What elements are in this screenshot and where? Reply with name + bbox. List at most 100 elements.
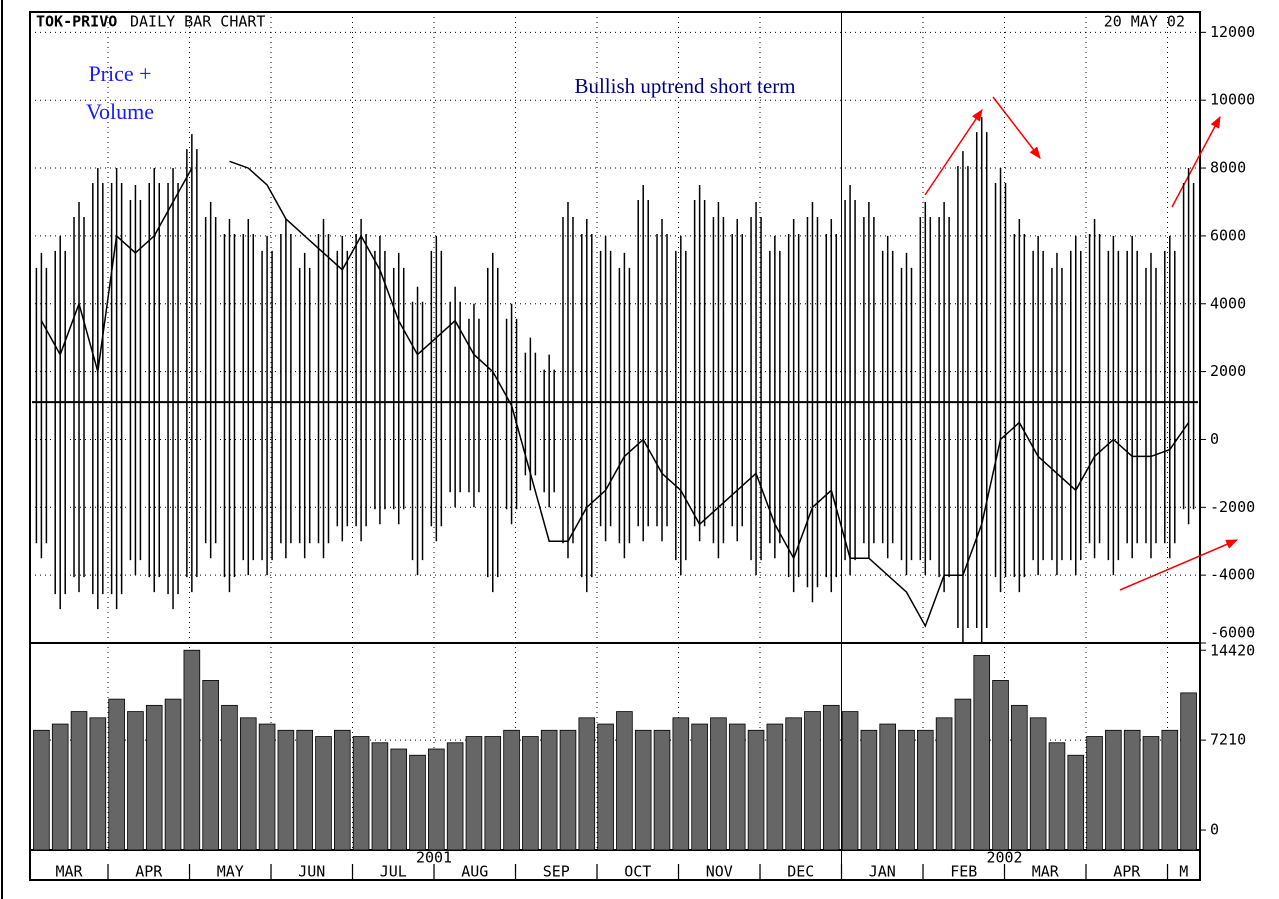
volume-bar <box>33 729 50 851</box>
chart-title: DAILY BAR CHART <box>130 13 265 31</box>
y-tick-label: 4000 <box>1210 294 1246 312</box>
volume-bar <box>145 704 163 851</box>
month-separator: | <box>185 862 194 880</box>
volume-bar <box>390 748 408 851</box>
y-tick-label: -2000 <box>1210 498 1255 516</box>
y-tick-label: 7210 <box>1210 731 1246 749</box>
month-separator: | <box>1081 862 1090 880</box>
month-separator: | <box>918 862 927 880</box>
month-label: OCT <box>624 863 651 881</box>
month-label: JAN <box>869 863 896 881</box>
volume-bar <box>164 698 182 851</box>
volume-bar <box>540 729 558 851</box>
volume-bar <box>221 704 238 851</box>
volume-bar <box>127 711 144 851</box>
volume-bar <box>108 698 125 851</box>
volume-bar <box>409 754 426 851</box>
frame <box>29 11 1201 881</box>
volume-bar <box>766 723 784 851</box>
volume-bar <box>371 742 389 851</box>
volume-bar <box>841 711 859 851</box>
volume-bar <box>296 729 313 851</box>
month-label: JUN <box>298 863 325 881</box>
volume-bar <box>578 717 596 851</box>
arrow <box>992 96 1041 159</box>
month-label: MAR <box>1032 863 1060 881</box>
title-symbol: TOK-PRIVO <box>36 13 117 31</box>
month-separator: | <box>266 862 275 880</box>
volume-bar <box>1123 729 1141 851</box>
month-label: MAR <box>55 863 83 881</box>
volume-bar <box>202 680 219 851</box>
volume-bar <box>51 723 69 851</box>
month-separator: | <box>1163 862 1172 880</box>
volume-bar <box>691 723 708 851</box>
volume-bar <box>973 655 991 851</box>
arrow <box>1171 115 1221 208</box>
month-label: M <box>1179 863 1188 881</box>
month-separator: | <box>674 862 683 880</box>
arrow <box>924 109 983 196</box>
month-label: AUG <box>461 863 488 881</box>
volume-bar <box>334 729 351 851</box>
volume-bar <box>954 698 972 851</box>
volume-bar <box>804 711 821 851</box>
volume-bar <box>672 717 690 851</box>
y-tick-label: 6000 <box>1210 226 1246 244</box>
volume-bar <box>1029 717 1047 851</box>
year-label: 2002 <box>986 849 1022 867</box>
volume-bar <box>860 729 878 851</box>
volume-bar <box>616 711 633 851</box>
volume-bar <box>1067 754 1085 851</box>
chart-date: 20 MAY 02 <box>1104 13 1185 31</box>
volume-bar <box>1011 704 1028 851</box>
month-label: DEC <box>787 863 814 881</box>
month-label: SEP <box>543 863 570 881</box>
y-tick-label: 14420 <box>1210 642 1255 660</box>
month-separator: | <box>103 862 112 880</box>
volume-bar <box>1086 736 1103 851</box>
y-tick-label: -6000 <box>1210 624 1255 642</box>
volume-bar <box>446 742 464 851</box>
volume-bar <box>428 748 445 851</box>
volume-bar <box>277 729 295 851</box>
volume-bar <box>1048 742 1066 851</box>
volume-bar <box>785 717 802 851</box>
volume-bar <box>183 649 201 851</box>
volume-bar <box>747 729 765 851</box>
volume-bar <box>597 723 614 851</box>
arrow <box>1119 539 1239 591</box>
month-label: APR <box>135 863 163 881</box>
volume-bar <box>710 717 727 851</box>
volume-bar <box>634 729 652 851</box>
month-label: APR <box>1113 863 1141 881</box>
volume-bar <box>559 729 577 851</box>
volume-bar <box>503 729 520 851</box>
volume-bar <box>728 723 746 851</box>
volume-bar <box>315 736 332 851</box>
volume-bar <box>992 680 1009 851</box>
y-tick-label: 0 <box>1210 821 1219 839</box>
annotation: Volume <box>86 99 154 124</box>
y-tick-label: -4000 <box>1210 566 1255 584</box>
month-separator: | <box>1000 862 1009 880</box>
volume-bar <box>352 736 370 851</box>
volume-bar <box>935 717 953 851</box>
month-label: MAY <box>217 863 244 881</box>
year-label: 2001 <box>416 849 452 867</box>
volume-bar <box>484 736 502 851</box>
month-label: NOV <box>706 863 733 881</box>
volume-bar <box>89 717 107 851</box>
annotation: Price + <box>88 61 151 86</box>
volume-bar <box>522 736 539 851</box>
y-tick-label: 8000 <box>1210 159 1246 177</box>
arrows <box>924 96 1239 591</box>
volume-bar <box>898 729 915 851</box>
month-separator: | <box>755 862 764 880</box>
volume-bar <box>1142 736 1160 851</box>
volume-bar <box>917 729 934 851</box>
month-label: FEB <box>950 863 977 881</box>
volume-bar <box>879 723 896 851</box>
volume-bar <box>258 723 276 851</box>
volume-bar <box>653 729 671 851</box>
